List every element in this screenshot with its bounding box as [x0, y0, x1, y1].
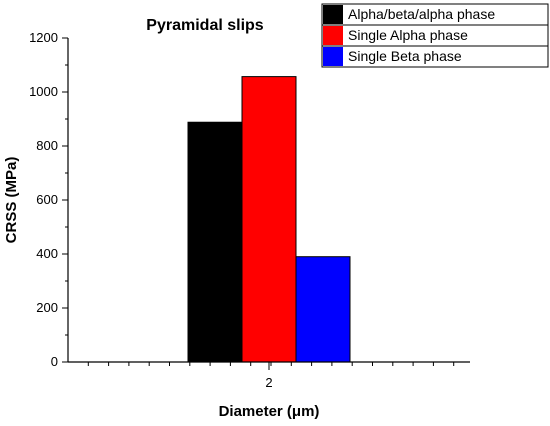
legend-label: Single Alpha phase	[348, 27, 468, 43]
legend-swatch	[323, 5, 343, 24]
x-tick-label: 2	[265, 375, 272, 390]
legend-label: Alpha/beta/alpha phase	[348, 6, 495, 22]
chart-title: Pyramidal slips	[146, 17, 263, 34]
legend-swatch	[323, 47, 343, 66]
y-tick-label: 0	[51, 354, 58, 369]
y-tick-label: 800	[36, 138, 58, 153]
y-tick-label: 600	[36, 192, 58, 207]
bar-2	[241, 76, 297, 363]
bar-1	[187, 121, 243, 363]
legend-swatch	[323, 26, 343, 45]
plot-area: 0 200 400 600 800 1000 1200 2	[29, 30, 470, 390]
x-axis-label: Diameter (μm)	[219, 403, 320, 420]
y-tick-label: 200	[36, 300, 58, 315]
y-tick-label: 1200	[29, 30, 58, 45]
y-tick-label: 1000	[29, 84, 58, 99]
legend-label: Single Beta phase	[348, 48, 462, 64]
y-axis-label: CRSS (MPa)	[3, 157, 20, 244]
legend: Alpha/beta/alpha phase Single Alpha phase…	[321, 3, 549, 68]
legend-row	[321, 45, 549, 68]
y-tick-label: 400	[36, 246, 58, 261]
bar-3	[295, 256, 351, 363]
